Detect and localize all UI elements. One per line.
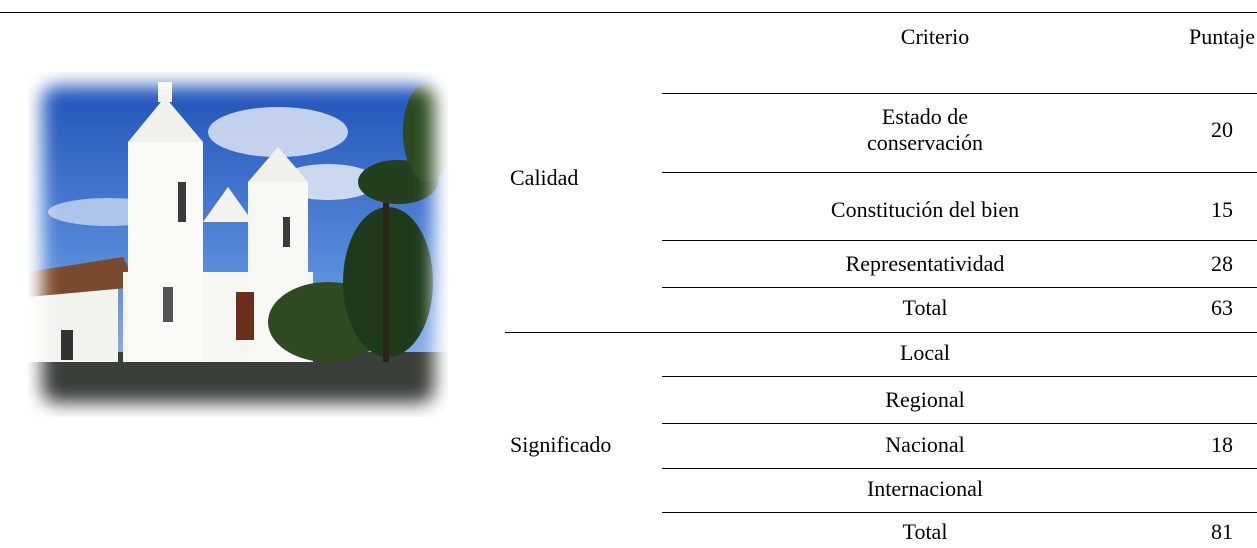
top-rule	[0, 12, 1257, 13]
header-puntaje: Puntaje	[1189, 24, 1255, 49]
row-rule	[662, 512, 1257, 513]
group-label: Calidad	[510, 165, 579, 190]
row-rule	[662, 468, 1257, 469]
row-rule	[662, 240, 1257, 241]
row-rule	[662, 172, 1257, 173]
row-rule	[662, 423, 1257, 424]
criterio-cell: Internacional	[866, 476, 984, 501]
church-photo	[28, 72, 448, 417]
puntaje-cell: 20	[1211, 117, 1233, 142]
criterio-cell: Local	[899, 340, 951, 365]
criterio-cell: Nacional	[885, 432, 965, 457]
puntaje-cell: 28	[1211, 251, 1233, 276]
criterio-cell: Total	[902, 519, 948, 544]
criterio-cell: Regional	[885, 387, 965, 412]
criterio-cell: Constitución del bien	[830, 197, 1020, 222]
group-label: Significado	[510, 432, 612, 457]
row-rule	[505, 332, 1257, 333]
row-rule	[662, 376, 1257, 377]
puntaje-cell: 18	[1211, 432, 1233, 457]
row-rule	[662, 93, 1257, 94]
criterio-cell: Total	[902, 295, 948, 320]
header-criterio: Criterio	[900, 24, 970, 49]
row-rule	[662, 287, 1257, 288]
criterio-cell: Estado de conservación	[866, 104, 984, 155]
criterio-cell: Representatividad	[845, 251, 1005, 276]
puntaje-cell: 63	[1211, 295, 1233, 320]
puntaje-cell: 81	[1211, 519, 1233, 544]
puntaje-cell: 15	[1211, 197, 1233, 222]
